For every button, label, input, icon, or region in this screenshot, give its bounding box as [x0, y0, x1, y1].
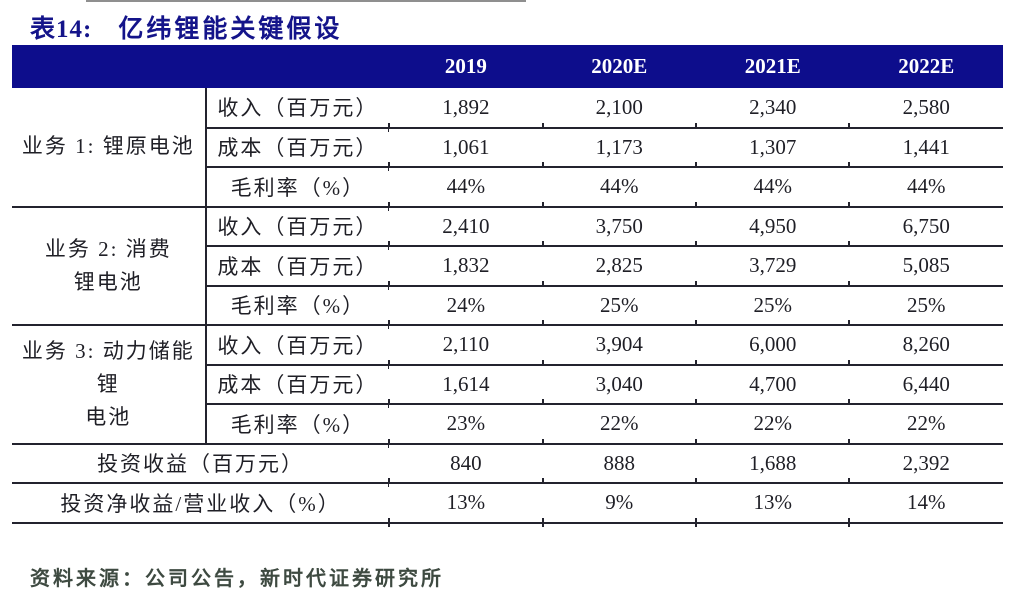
header-row: 2019 2020E 2021E 2022E [12, 45, 1003, 88]
value-cell: 1,441 [848, 127, 1003, 170]
value-cell: 5,085 [848, 246, 1003, 288]
table-row-b1-margin: 毛利率（%） 44% 44% 44% 44% [12, 167, 1003, 209]
group-label-line: 业务 2: 消费 [44, 237, 172, 262]
value-cell: 1,892 [388, 88, 543, 131]
value-cell: 2,110 [388, 325, 543, 367]
header-year-2022e: 2022E [849, 45, 1003, 88]
value-cell: 8,260 [848, 325, 1003, 367]
value-cell: 2,392 [848, 443, 1003, 486]
value-cell: 840 [388, 443, 543, 486]
value-cell: 25% [848, 285, 1003, 328]
group-label-business-2: 业务 2: 消费 锂电池 [12, 206, 207, 326]
table-row-b2-revenue: 业务 2: 消费 锂电池 收入（百万元） 2,410 3,750 4,950 6… [12, 206, 1003, 326]
value-cell: 25% [541, 285, 697, 328]
value-cell: 25% [695, 285, 850, 328]
header-year-2020e: 2020E [542, 45, 697, 88]
metric-label-cell: 成本（百万元） [205, 246, 390, 287]
value-cell: 6,000 [695, 325, 850, 367]
value-cell: 13% [695, 483, 850, 525]
value-cell: 6,440 [848, 364, 1003, 407]
value-cell: 6,750 [848, 206, 1003, 249]
metric-label-cell: 成本（百万元） [205, 127, 390, 168]
value-cell: 3,040 [541, 364, 697, 407]
table-row-b1-revenue: 业务 1: 锂原电池 收入（百万元） 1,892 2,100 2,340 2,5… [12, 88, 1003, 208]
group-label-line: 业务 1: 锂原电池 [21, 134, 195, 159]
table-name: 亿纬锂能关键假设 [118, 16, 343, 43]
metric-label-cell: 收入（百万元） [205, 325, 390, 366]
value-cell: 44% [388, 167, 543, 209]
top-crop-artifact-line [86, 0, 526, 2]
header-year-2021e: 2021E [696, 45, 850, 88]
value-cell: 2,580 [848, 88, 1003, 131]
value-cell: 2,825 [541, 246, 697, 288]
value-cell: 22% [541, 404, 697, 446]
table-row-b2-margin: 毛利率（%） 24% 25% 25% 25% [12, 285, 1003, 328]
table-row-b1-cost: 成本（百万元） 1,061 1,173 1,307 1,441 [12, 127, 1003, 170]
metric-label-cell: 毛利率（%） [205, 285, 390, 326]
group-label-business-1: 业务 1: 锂原电池 [12, 88, 207, 208]
value-cell: 3,750 [541, 206, 697, 249]
table-title: 表14: 亿纬锂能关键假设 [30, 9, 342, 45]
value-cell: 14% [848, 483, 1003, 525]
value-cell: 2,410 [388, 206, 543, 249]
value-cell: 22% [695, 404, 850, 446]
source-note: 资料来源：公司公告，新时代证券研究所 [30, 568, 444, 590]
group-label-line: 业务 3: 动力储能锂 [21, 339, 195, 396]
value-cell: 4,950 [695, 206, 850, 249]
group-label-business-3: 业务 3: 动力储能锂 电池 [12, 325, 207, 445]
value-cell: 1,173 [541, 127, 697, 170]
value-cell: 24% [388, 285, 543, 328]
value-cell: 23% [388, 404, 543, 446]
value-cell: 44% [695, 167, 850, 209]
value-cell: 888 [541, 443, 697, 486]
value-cell: 3,729 [695, 246, 850, 288]
value-cell: 1,614 [388, 364, 543, 407]
table-row-investment-income: 投资收益（百万元） 840 888 1,688 2,392 [12, 443, 1003, 486]
value-cell: 1,832 [388, 246, 543, 288]
value-cell: 44% [848, 167, 1003, 209]
header-blank-cell [12, 45, 390, 88]
table-header: 2019 2020E 2021E 2022E [12, 45, 1003, 88]
table-row-investment-income-ratio: 投资净收益/营业收入（%） 13% 9% 13% 14% [12, 483, 1003, 525]
value-cell: 44% [541, 167, 697, 209]
table-row-b3-cost: 成本（百万元） 1,614 3,040 4,700 6,440 [12, 364, 1003, 407]
value-cell: 13% [388, 483, 543, 525]
group-label-line: 锂电池 [73, 269, 143, 294]
table-body: 业务 1: 锂原电池 收入（百万元） 1,892 2,100 2,340 2,5… [12, 88, 1003, 525]
group-label-line: 电池 [85, 404, 132, 429]
metric-label-cell: 收入（百万元） [205, 206, 390, 247]
value-cell: 1,061 [388, 127, 543, 170]
summary-label-cell: 投资净收益/营业收入（%） [12, 483, 390, 524]
value-cell: 9% [541, 483, 697, 525]
table-row-b3-revenue: 业务 3: 动力储能锂 电池 收入（百万元） 2,110 3,904 6,000… [12, 325, 1003, 445]
key-assumptions-table: 2019 2020E 2021E 2022E 业务 1: 锂原电池 收入（百万元… [12, 45, 1003, 525]
value-cell: 1,688 [695, 443, 850, 486]
value-cell: 1,307 [695, 127, 850, 170]
summary-label-cell: 投资收益（百万元） [12, 443, 390, 484]
table-row-b3-margin: 毛利率（%） 23% 22% 22% 22% [12, 404, 1003, 446]
metric-label-cell: 收入（百万元） [205, 88, 390, 129]
value-cell: 2,100 [541, 88, 697, 131]
table-number: 表14: [30, 16, 93, 43]
value-cell: 4,700 [695, 364, 850, 407]
metric-label-cell: 毛利率（%） [205, 167, 390, 208]
header-year-2019: 2019 [389, 45, 543, 88]
value-cell: 2,340 [695, 88, 850, 131]
metric-label-cell: 毛利率（%） [205, 404, 390, 445]
metric-label-cell: 成本（百万元） [205, 364, 390, 405]
value-cell: 3,904 [541, 325, 697, 367]
table-row-b2-cost: 成本（百万元） 1,832 2,825 3,729 5,085 [12, 246, 1003, 288]
value-cell: 22% [848, 404, 1003, 446]
